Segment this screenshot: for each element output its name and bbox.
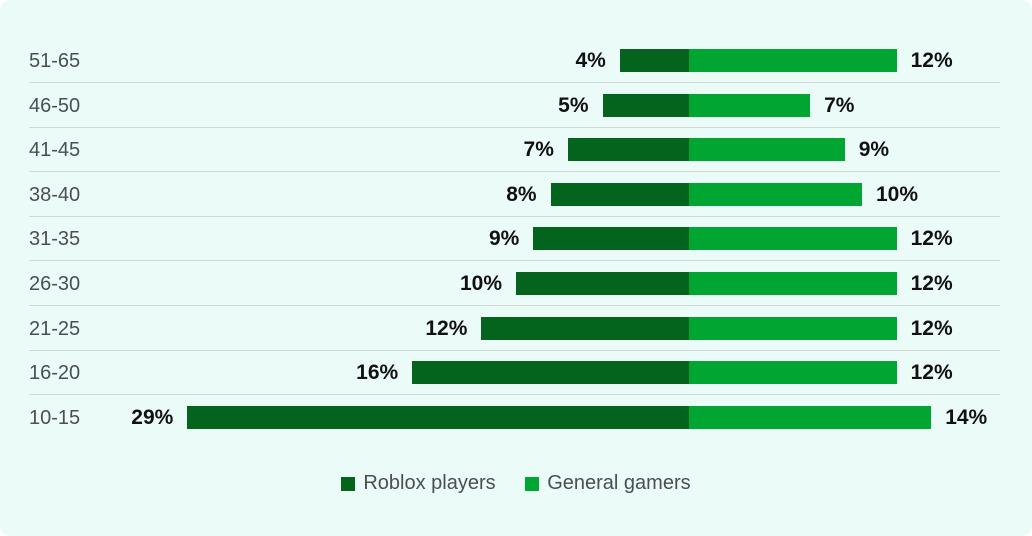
legend-swatch-general: [525, 476, 540, 491]
value-label-general: 12%: [910, 272, 953, 295]
value-label-roblox: 5%: [558, 93, 589, 117]
chart-row: 10-15 29% 14%: [29, 396, 1000, 440]
chart-row: 41-45 7% 9%: [29, 128, 1000, 173]
value-label-roblox: 29%: [131, 405, 174, 429]
chart-row: 46-50 5% 7%: [29, 84, 1000, 128]
value-label-general: 9%: [858, 138, 890, 162]
legend-label: Roblox players: [363, 472, 496, 494]
value-label-general: 12%: [910, 227, 953, 251]
row-divider: [29, 305, 1000, 306]
row-divider: [29, 215, 1000, 217]
bar-general: [689, 182, 862, 206]
category-label: 41-45: [29, 139, 81, 162]
bar-general: [689, 361, 897, 385]
row-divider: [29, 171, 1000, 173]
value-label-general: 14%: [945, 405, 988, 429]
value-label-roblox: 7%: [523, 138, 554, 162]
chart-row: 21-25 12% 12%: [29, 307, 1000, 351]
chart-row: 31-35 9% 12%: [29, 217, 1000, 262]
category-label: 26-30: [29, 273, 81, 295]
value-label-roblox: 10%: [459, 272, 502, 295]
legend: Roblox players General gamers: [0, 472, 1032, 497]
value-label-roblox: 9%: [488, 227, 520, 251]
value-label-general: 12%: [910, 316, 953, 340]
bar-general: [689, 49, 897, 72]
row-divider: [29, 126, 1000, 128]
value-label-general: 12%: [910, 361, 953, 385]
row-divider: [29, 82, 1000, 83]
bar-roblox: [533, 227, 689, 251]
value-label-general: 7%: [824, 93, 855, 117]
category-label: 10-15: [29, 406, 81, 429]
bar-general: [689, 138, 845, 162]
bar-general: [689, 272, 897, 295]
bar-general: [689, 316, 897, 340]
category-label: 16-20: [29, 362, 81, 385]
bar-roblox: [187, 405, 689, 429]
bar-general: [689, 93, 811, 117]
value-label-roblox: 16%: [356, 361, 399, 385]
value-label-roblox: 12%: [425, 316, 468, 340]
category-label: 46-50: [29, 94, 81, 117]
bar-roblox: [481, 316, 689, 340]
value-label-general: 12%: [910, 49, 953, 72]
bar-general: [689, 405, 932, 429]
chart-row: 26-30 10% 12%: [29, 262, 1000, 306]
value-label-roblox: 4%: [575, 49, 606, 72]
legend-label: General gamers: [547, 472, 691, 494]
bar-roblox: [550, 182, 689, 206]
row-divider: [29, 394, 1000, 396]
chart-row: 38-40 8% 10%: [29, 173, 1000, 217]
legend-item-general: General gamers: [525, 472, 691, 495]
bar-roblox: [602, 93, 689, 117]
legend-item-roblox: Roblox players: [341, 472, 496, 495]
chart-row: 16-20 16% 12%: [29, 351, 1000, 396]
bar-roblox: [516, 272, 689, 295]
category-label: 38-40: [29, 183, 81, 206]
value-label-roblox: 8%: [506, 182, 537, 206]
category-label: 51-65: [29, 50, 81, 72]
chart-row: 51-65 4% 12%: [29, 39, 1000, 83]
bar-roblox: [567, 138, 689, 162]
bar-roblox: [619, 49, 689, 72]
bar-general: [689, 227, 897, 251]
legend-swatch-roblox: [341, 476, 356, 491]
row-divider: [29, 349, 1000, 351]
row-divider: [29, 260, 1000, 262]
bar-roblox: [412, 361, 689, 385]
category-label: 31-35: [29, 228, 81, 251]
category-label: 21-25: [29, 317, 81, 340]
value-label-general: 10%: [876, 182, 919, 206]
